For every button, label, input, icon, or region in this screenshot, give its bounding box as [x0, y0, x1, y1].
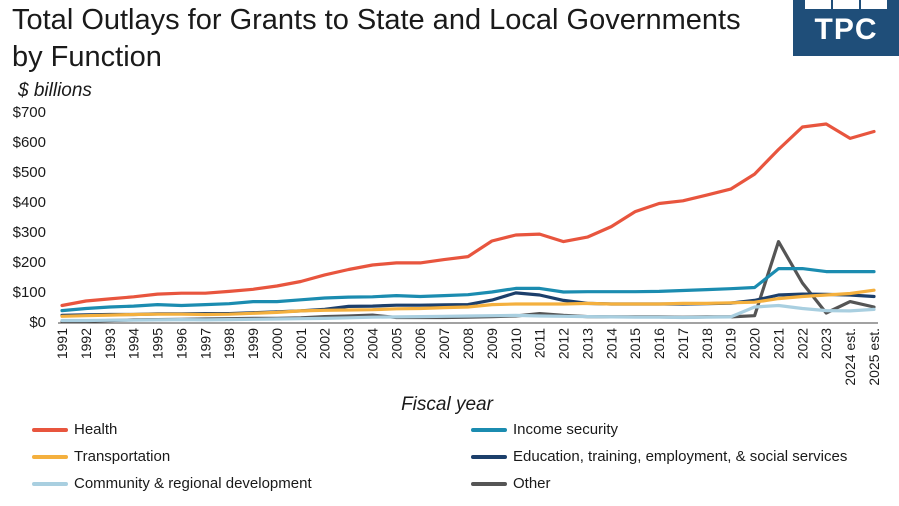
x-tick-label: 1995: [150, 328, 166, 359]
y-tick-label: $500: [13, 164, 46, 181]
x-tick-label: 2017: [675, 328, 691, 359]
x-tick-label: 2011: [532, 328, 548, 358]
legend-swatch: [471, 454, 507, 459]
x-axis-title: Fiscal year: [401, 394, 494, 415]
x-tick-label: 2002: [317, 328, 333, 359]
legend-label: Health: [74, 421, 118, 438]
legend-item: Other: [471, 475, 551, 492]
legend-label: Education, training, employment, & socia…: [513, 448, 848, 465]
x-tick-label: 2018: [699, 328, 715, 359]
legend-swatch: [32, 427, 68, 432]
x-tick-label: 2012: [556, 328, 572, 359]
x-tick-label: 2000: [269, 328, 285, 359]
legend-label: Income security: [513, 421, 619, 438]
legend-item: Education, training, employment, & socia…: [471, 448, 847, 465]
x-tick-label: 2016: [651, 328, 667, 359]
x-tick-label: 2006: [412, 328, 428, 359]
x-tick-label: 2015: [627, 328, 643, 359]
x-tick-label: 1993: [102, 328, 118, 359]
x-tick-label: 2024 est.: [842, 328, 858, 386]
series-line-health: [60, 122, 876, 308]
x-tick-label: 2009: [484, 328, 500, 359]
series-line-transportation: [60, 288, 876, 318]
y-tick-label: $600: [13, 134, 46, 151]
tpc-logo: TPC: [793, 0, 899, 56]
x-tick-label: 1992: [78, 328, 94, 359]
x-tick-label: 2001: [293, 328, 309, 359]
x-tick-label: 2008: [460, 328, 476, 359]
x-tick-label: 1996: [173, 328, 189, 359]
legend-swatch: [471, 427, 507, 432]
x-tick-label: 2007: [436, 328, 452, 359]
series-line-community-regional-development: [60, 303, 876, 323]
legend-swatch: [32, 481, 68, 486]
x-tick-label: 2025 est.: [866, 328, 882, 386]
x-tick-label: 2021: [770, 328, 786, 359]
x-tick-label: 2014: [603, 328, 619, 359]
x-tick-label: 2019: [723, 328, 739, 359]
x-tick-label: 2005: [388, 328, 404, 359]
legend-item: Community & regional development: [32, 475, 312, 492]
legend-item: Health: [32, 421, 117, 438]
y-tick-label: $400: [13, 194, 46, 211]
legend-label: Other: [513, 475, 551, 492]
legend-item: Transportation: [32, 448, 170, 465]
x-tick-label: 2003: [341, 328, 357, 359]
y-tick-label: $100: [13, 284, 46, 301]
y-tick-label: $700: [13, 104, 46, 121]
x-tick-label: 2013: [579, 328, 595, 359]
legend-swatch: [471, 481, 507, 486]
y-tick-label: $0: [29, 314, 46, 331]
x-tick-label: 2022: [794, 328, 810, 359]
x-tick-label: 2010: [508, 328, 524, 359]
x-tick-label: 2023: [818, 328, 834, 359]
x-tick-label: 1994: [126, 328, 142, 359]
x-tick-label: 1999: [245, 328, 261, 359]
legend-label: Transportation: [74, 448, 171, 465]
y-tick-label: $300: [13, 224, 46, 241]
x-tick-label: 1997: [197, 328, 213, 359]
chart-title: Total Outlays for Grants to State and Lo…: [12, 4, 741, 73]
x-tick-label: 2020: [747, 328, 763, 359]
x-tick-label: 1998: [221, 328, 237, 359]
y-tick-label: $200: [13, 254, 46, 271]
legend-label: Community & regional development: [74, 475, 312, 492]
legend-item: Income security: [471, 421, 618, 438]
x-tick-label: 2004: [364, 328, 380, 359]
y-axis-unit-label: $ billions: [18, 80, 92, 101]
x-tick-label: 1991: [54, 328, 70, 359]
logo-text: TPC: [814, 13, 878, 46]
series-line-income-security: [60, 267, 876, 313]
legend-swatch: [32, 454, 68, 459]
